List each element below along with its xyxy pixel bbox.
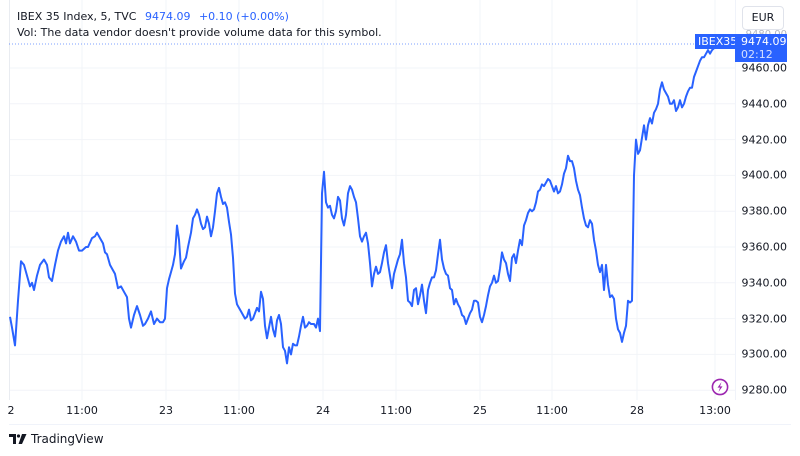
bar-countdown: 02:12 (741, 48, 773, 61)
legend-symbol[interactable]: IBEX 35 Index, 5, TVC (17, 10, 137, 23)
current-price-value: 9474.09 (741, 35, 787, 48)
legend-change: +0.10 (+0.00%) (198, 10, 289, 23)
time-label: 11:00 (380, 404, 412, 417)
lightning-icon[interactable] (711, 378, 729, 396)
time-scale-divider (9, 424, 791, 425)
tradingview-label: TradingView (31, 432, 104, 446)
price-label: 9400.00 (741, 168, 788, 182)
time-label: 2 (7, 404, 15, 417)
time-label: 11:00 (66, 404, 98, 417)
legend-volume-note: Vol: The data vendor doesn't provide vol… (17, 26, 382, 39)
currency-button[interactable]: EUR (742, 6, 784, 30)
price-label: 9440.00 (741, 97, 788, 111)
price-label: 9340.00 (741, 276, 788, 290)
symbol-price-tag: IBEX35 (695, 34, 741, 49)
price-label: 9420.00 (741, 133, 788, 147)
price-line (9, 42, 719, 365)
time-label: 23 (159, 404, 173, 417)
time-label: 28 (630, 404, 644, 417)
time-label: 13:00 (699, 404, 731, 417)
current-price-tag: 9474.09 02:12 (735, 34, 787, 62)
price-label: 9320.00 (741, 312, 788, 326)
time-label: 11:00 (536, 404, 568, 417)
time-label: 24 (316, 404, 330, 417)
price-label: 9360.00 (741, 240, 788, 254)
tradingview-branding[interactable]: TradingView (9, 432, 104, 446)
price-chart[interactable] (0, 0, 735, 424)
time-scale[interactable]: 2 11:00 23 11:00 24 11:00 25 11:00 28 13… (0, 400, 735, 424)
price-label: 9460.00 (741, 61, 788, 75)
time-label: 25 (473, 404, 487, 417)
chart-pane-left-border (9, 0, 10, 400)
price-scale[interactable]: 9480.00 9460.009440.009420.009400.009380… (735, 0, 800, 400)
grid-lines (10, 0, 735, 400)
legend-last-value: 9474.09 (144, 10, 191, 23)
chart-legend: IBEX 35 Index, 5, TVC 9474.09 +0.10 (+0.… (17, 9, 382, 41)
price-label: 9380.00 (741, 204, 788, 218)
time-label: 11:00 (223, 404, 255, 417)
price-label: 9280.00 (741, 383, 788, 397)
price-label: 9300.00 (741, 347, 788, 361)
tradingview-logo-icon (9, 434, 27, 444)
